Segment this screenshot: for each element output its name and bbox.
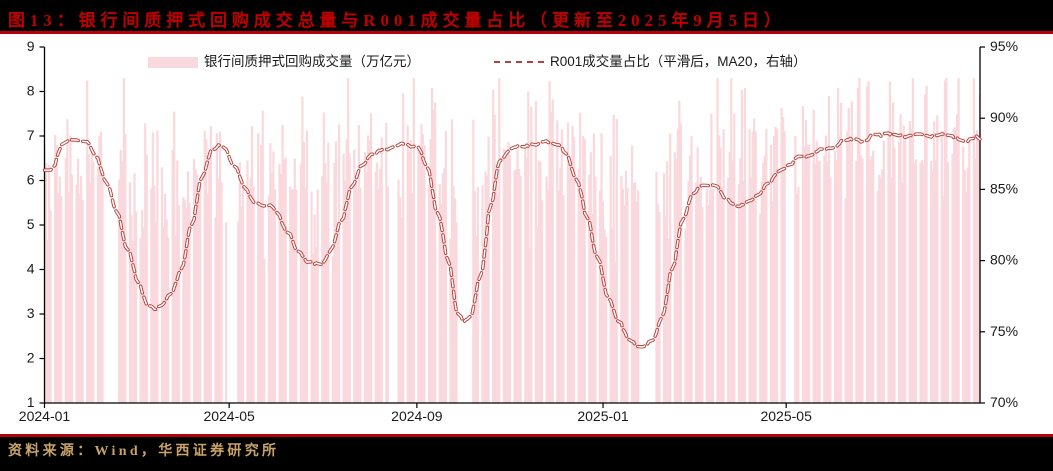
- svg-text:2025-01: 2025-01: [577, 408, 629, 424]
- svg-text:3: 3: [27, 305, 35, 321]
- svg-text:9: 9: [27, 38, 35, 54]
- svg-text:6: 6: [27, 172, 35, 188]
- svg-text:85%: 85%: [990, 180, 1018, 196]
- svg-text:75%: 75%: [990, 323, 1018, 339]
- svg-text:8: 8: [27, 83, 35, 99]
- svg-text:80%: 80%: [990, 252, 1018, 268]
- svg-text:2024-01: 2024-01: [19, 408, 71, 424]
- svg-text:7: 7: [27, 127, 35, 143]
- svg-text:90%: 90%: [990, 109, 1018, 125]
- svg-text:70%: 70%: [990, 394, 1018, 410]
- svg-text:2024-09: 2024-09: [391, 408, 443, 424]
- svg-text:4: 4: [27, 261, 35, 277]
- svg-text:5: 5: [27, 216, 35, 232]
- svg-text:2: 2: [27, 350, 35, 366]
- svg-text:2024-05: 2024-05: [203, 408, 255, 424]
- svg-text:95%: 95%: [990, 38, 1018, 54]
- svg-text:2025-05: 2025-05: [760, 408, 812, 424]
